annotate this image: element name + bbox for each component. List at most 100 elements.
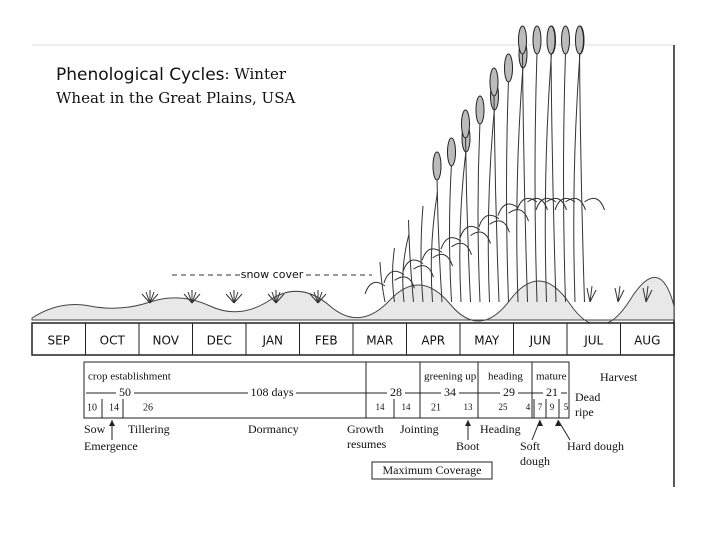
seedling — [191, 293, 201, 304]
event-label: Tillering — [128, 422, 170, 436]
stalk — [487, 107, 495, 303]
month-label: SEP — [48, 334, 70, 348]
event-label: Heading — [480, 422, 521, 436]
stalk — [544, 51, 552, 303]
seedling — [145, 291, 151, 304]
event-label: Sow — [84, 422, 106, 436]
seedling — [271, 291, 277, 304]
leaf — [535, 197, 557, 211]
leaf — [584, 197, 605, 211]
stalk — [522, 51, 528, 303]
leaf — [497, 203, 519, 216]
seedling — [309, 293, 319, 304]
ear — [546, 25, 556, 55]
stage-label: crop establishment — [88, 371, 171, 383]
max-coverage: Maximum Coverage — [383, 463, 482, 477]
snow-cover-label: snow cover — [241, 268, 304, 281]
leaf — [440, 237, 462, 250]
ear — [461, 109, 470, 139]
leaf — [565, 197, 586, 211]
leaf — [527, 197, 548, 211]
stubble — [586, 285, 597, 303]
leaf — [508, 209, 529, 222]
arrow-head — [555, 420, 561, 426]
stalk — [379, 261, 386, 303]
month-label: JUL — [583, 334, 603, 348]
stalk — [392, 247, 395, 303]
month-label: MAR — [366, 334, 393, 348]
stage-contents: crop establishment greening up heading matu… — [84, 370, 638, 468]
stubble — [642, 285, 653, 303]
event-label: Hard dough — [567, 439, 624, 453]
stalk — [477, 121, 481, 303]
event-label: Jointing — [400, 422, 439, 436]
duration-bg — [116, 386, 134, 400]
duration-bg — [248, 386, 296, 400]
month-label: APR — [421, 334, 445, 348]
stalk — [550, 51, 557, 303]
date: 14 — [402, 402, 412, 412]
duration-bg — [500, 386, 518, 400]
date: 7 — [538, 402, 543, 412]
date: 26 — [143, 402, 153, 413]
seedling — [229, 291, 235, 304]
leaf — [478, 214, 500, 227]
month-label: JAN — [261, 334, 283, 348]
date: 25 — [499, 402, 509, 412]
duration: 34 — [444, 385, 456, 399]
leaf — [470, 231, 491, 244]
leaf — [413, 265, 434, 278]
seedling — [313, 291, 319, 304]
stalk — [402, 233, 410, 303]
stalk — [449, 163, 452, 303]
leaf — [421, 248, 443, 261]
max-coverage-box — [371, 461, 493, 480]
seedling — [275, 293, 285, 304]
date: 21 — [431, 402, 441, 413]
duration: 50 — [119, 385, 131, 399]
title: Phenological Cycles: Winter — [56, 65, 287, 85]
seedling — [187, 291, 193, 304]
leaf — [489, 220, 510, 233]
stalk — [534, 51, 538, 303]
leaf — [516, 197, 538, 211]
arrow-head — [109, 420, 115, 426]
duration-bg — [543, 386, 561, 400]
ear — [504, 53, 513, 83]
seedling — [233, 291, 239, 304]
duration: 29 — [503, 385, 515, 399]
ear — [447, 137, 456, 167]
stalk — [579, 51, 585, 303]
ear — [432, 151, 442, 181]
arrow-head — [465, 420, 471, 426]
month-label: JUN — [529, 334, 551, 348]
seedling — [183, 293, 193, 304]
months: SEP OCT NOV DEC JAN FEB MAR APR MAY JUN JUL AUG — [48, 323, 660, 355]
duration-bg — [387, 386, 405, 400]
duration: 21 — [546, 385, 558, 399]
arrow-head — [537, 420, 543, 426]
ear — [561, 25, 570, 55]
month-label: MAY — [474, 334, 500, 348]
event-label: Boot — [456, 439, 480, 453]
title-emphasis: Phenological Cycles — [56, 65, 225, 85]
stalk — [573, 51, 581, 303]
event-label: dough — [520, 454, 550, 468]
seedling — [225, 293, 235, 304]
ear — [518, 25, 527, 55]
ear — [475, 95, 485, 125]
event-label: Growth — [347, 422, 384, 436]
month-label: NOV — [153, 334, 180, 348]
leaf — [383, 270, 405, 283]
leaf — [554, 197, 576, 211]
event-label: Emergence — [84, 439, 138, 453]
event-label: ripe — [575, 405, 594, 419]
date: 5 — [564, 402, 569, 412]
duration-bg — [441, 386, 459, 400]
month-label: FEB — [315, 334, 338, 348]
month-label: OCT — [100, 334, 126, 348]
seedling — [149, 291, 155, 304]
arrow — [557, 419, 571, 441]
